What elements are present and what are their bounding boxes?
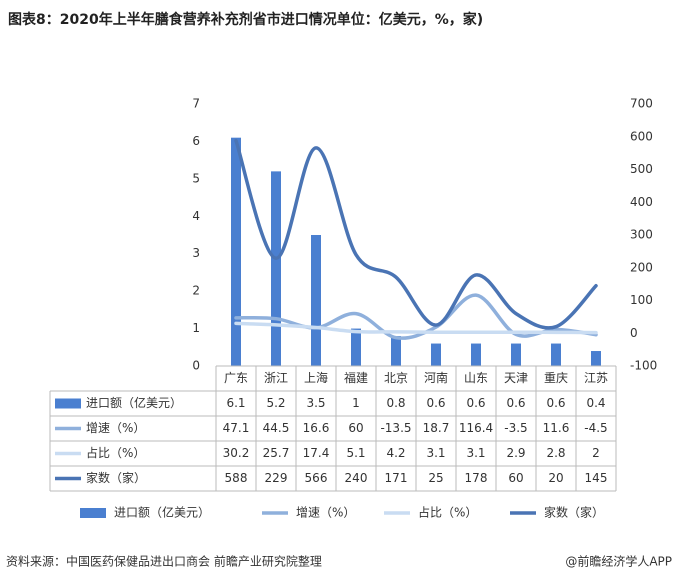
cell: -13.5 — [380, 421, 411, 435]
row-label: 增速（%） — [86, 421, 145, 435]
x-tick-label: 天津 — [504, 371, 528, 385]
cell: 25 — [428, 471, 443, 485]
cell: 0.8 — [386, 396, 405, 410]
bar — [551, 343, 561, 366]
cell: 0.6 — [546, 396, 565, 410]
cell: 178 — [465, 471, 488, 485]
cell: 25.7 — [263, 446, 290, 460]
line — [234, 138, 598, 330]
source: 资料来源：中国医药保健品进出口商会 前瞻产业研究院整理 — [6, 554, 322, 569]
cell: 3.5 — [306, 396, 325, 410]
bar — [471, 343, 481, 366]
cell: -4.5 — [584, 421, 607, 435]
x-tick-label: 北京 — [384, 371, 408, 385]
y2-tick-label: -100 — [630, 359, 657, 373]
cell: 171 — [385, 471, 408, 485]
y-tick-label: 4 — [192, 209, 200, 223]
cell: 30.2 — [223, 446, 250, 460]
cell: 17.4 — [303, 446, 330, 460]
cell: 588 — [225, 471, 248, 485]
x-tick-label: 浙江 — [264, 371, 288, 385]
y2-tick-label: 400 — [630, 195, 653, 209]
cell: 2.9 — [506, 446, 525, 460]
cell: 6.1 — [226, 396, 245, 410]
y-tick-label: 6 — [192, 134, 200, 148]
x-tick-label: 重庆 — [544, 371, 568, 385]
y2-tick-label: 700 — [630, 97, 653, 111]
cell: 16.6 — [303, 421, 330, 435]
cell: 60 — [508, 471, 523, 485]
bar — [431, 343, 441, 366]
brand: @前瞻经济学人APP — [565, 554, 672, 569]
cell: 116.4 — [459, 421, 493, 435]
x-tick-label: 江苏 — [584, 371, 608, 385]
x-tick-label: 福建 — [344, 370, 368, 385]
cell: 3.1 — [426, 446, 445, 460]
cell: 47.1 — [223, 421, 250, 435]
cell: 2.8 — [546, 446, 565, 460]
y-tick-label: 1 — [192, 321, 200, 335]
cell: 0.6 — [426, 396, 445, 410]
legend-label: 占比（%） — [418, 505, 477, 520]
bar — [351, 328, 361, 366]
legend-swatch — [80, 508, 106, 518]
y2-tick-label: 0 — [630, 326, 638, 340]
cell: 18.7 — [423, 421, 450, 435]
cell: 1 — [352, 396, 360, 410]
y-tick-label: 7 — [192, 97, 200, 111]
cell: 240 — [345, 471, 368, 485]
bar — [511, 343, 521, 366]
cell: 0.6 — [506, 396, 525, 410]
y2-tick-label: 600 — [630, 129, 653, 143]
x-tick-label: 广东 — [224, 371, 248, 385]
cell: 4.2 — [386, 446, 405, 460]
row-label: 进口额（亿美元） — [86, 395, 182, 410]
cell: 20 — [548, 471, 563, 485]
cell: 5.1 — [346, 446, 365, 460]
row-label: 占比（%） — [86, 445, 145, 460]
cell: 2 — [592, 446, 600, 460]
bar — [271, 171, 281, 366]
bar — [391, 336, 401, 366]
cell: 0.6 — [466, 396, 485, 410]
bar — [591, 351, 601, 366]
legend-label: 进口额（亿美元） — [114, 505, 210, 520]
y-tick-label: 3 — [192, 246, 200, 260]
y-tick-label: 2 — [192, 284, 200, 298]
x-tick-label: 上海 — [304, 370, 328, 385]
cell: 566 — [305, 471, 328, 485]
y-tick-label: 5 — [192, 171, 200, 185]
cell: 229 — [265, 471, 288, 485]
chart-title: 图表8：2020年上半年膳食营养补充剂省市进口情况单位：亿美元，%，家) — [8, 11, 483, 28]
bar — [231, 137, 241, 366]
legend-label: 家数（家） — [544, 505, 604, 520]
table-swatch — [55, 398, 81, 409]
y2-tick-label: 100 — [630, 293, 653, 307]
cell: 5.2 — [266, 396, 285, 410]
cell: 60 — [348, 421, 363, 435]
cell: 3.1 — [466, 446, 485, 460]
y2-tick-label: 300 — [630, 228, 653, 242]
cell: 145 — [585, 471, 608, 485]
y2-tick-label: 200 — [630, 260, 653, 274]
cell: -3.5 — [504, 421, 527, 435]
cell: 44.5 — [263, 421, 290, 435]
y-tick-label: 0 — [192, 359, 200, 373]
row-label: 家数（家） — [86, 470, 146, 485]
line — [234, 321, 598, 335]
x-tick-label: 河南 — [424, 370, 448, 385]
x-tick-label: 山东 — [464, 371, 488, 385]
legend-label: 增速（%） — [296, 506, 355, 520]
y2-tick-label: 500 — [630, 162, 653, 176]
cell: 11.6 — [543, 421, 570, 435]
cell: 0.4 — [586, 396, 605, 410]
bar — [311, 235, 321, 366]
